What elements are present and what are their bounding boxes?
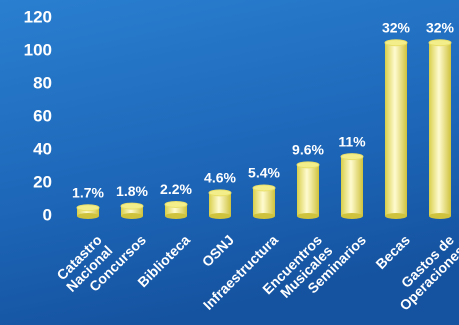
- bar: [428, 39, 452, 219]
- y-tick-label: 40: [33, 139, 52, 158]
- bar-top: [296, 161, 320, 169]
- bar-base: [429, 213, 451, 219]
- y-tick-label: 20: [33, 172, 52, 191]
- value-label: 1.7%: [72, 184, 104, 200]
- bar-body: [77, 207, 99, 216]
- value-label: 1.8%: [116, 183, 148, 199]
- value-label: 32%: [382, 19, 411, 35]
- bar-base: [165, 213, 187, 219]
- value-label: 5.4%: [248, 165, 280, 181]
- bar: [296, 161, 320, 219]
- value-label: 32%: [426, 19, 455, 35]
- y-tick-label: 0: [43, 205, 52, 224]
- value-label: 2.2%: [160, 181, 192, 197]
- bar-base: [385, 213, 407, 219]
- bar-body: [121, 206, 143, 216]
- bar-body: [253, 187, 275, 216]
- bar-top: [428, 39, 452, 47]
- bar: [208, 189, 232, 219]
- value-label: 4.6%: [204, 170, 236, 186]
- bar-top: [340, 153, 364, 161]
- bar: [120, 202, 144, 219]
- bar-body: [209, 192, 231, 216]
- bar: [252, 184, 276, 219]
- bar-base: [253, 213, 275, 219]
- bar-top: [164, 200, 188, 208]
- bar-body: [429, 42, 451, 216]
- bar-body: [165, 204, 187, 216]
- y-tick-label: 80: [33, 73, 52, 92]
- bar-base: [209, 213, 231, 219]
- bar-base: [297, 213, 319, 219]
- value-label: 11%: [338, 133, 366, 149]
- bar-base: [77, 213, 99, 219]
- y-tick-label: 100: [24, 40, 52, 59]
- bar-top: [76, 204, 100, 212]
- bar-body: [297, 164, 319, 216]
- bar-base: [121, 213, 143, 219]
- bar: [164, 200, 188, 219]
- bar: [76, 204, 100, 219]
- bar-body: [341, 156, 363, 216]
- bar: [384, 39, 408, 219]
- bar-top: [208, 189, 232, 197]
- value-label: 9.6%: [292, 142, 324, 158]
- y-tick-label: 60: [33, 106, 52, 125]
- y-tick-label: 120: [24, 7, 52, 26]
- bar-top: [120, 202, 144, 210]
- bar-base: [341, 213, 363, 219]
- bar-body: [385, 42, 407, 216]
- bar: [340, 153, 364, 219]
- bar-top: [384, 39, 408, 47]
- bar-top: [252, 184, 276, 192]
